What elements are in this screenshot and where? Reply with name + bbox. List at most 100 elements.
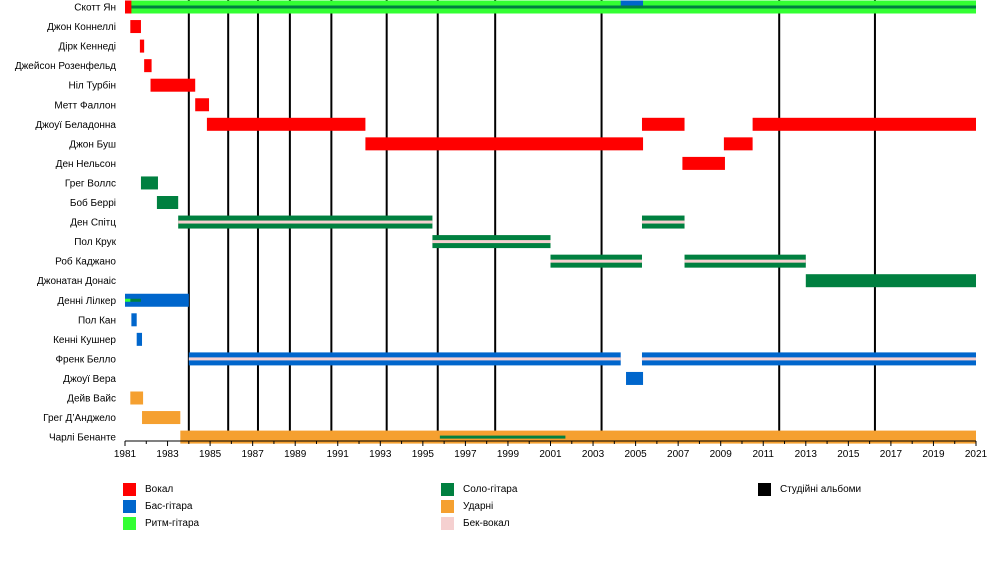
x-axis: 1981 1983 1985 1987 1989 1991 1993 1995 1997 1999… <box>114 440 988 460</box>
member-bar-lead <box>130 298 141 302</box>
legend-item: Бек-вокал <box>441 517 510 530</box>
member-bar-vocals <box>723 137 753 151</box>
legend-label: Вокал <box>145 484 174 495</box>
x-tick-label: 1991 <box>327 449 350 460</box>
member-bar-drums <box>142 411 181 425</box>
member-bar-bass <box>620 0 644 6</box>
member-label: Боб Беррі <box>70 197 116 209</box>
member-bar-drums <box>130 391 144 405</box>
member-labels: Скотт Ян Джон Коннеллі Дірк Кеннеді Джейсон… <box>15 3 117 444</box>
member-bar-backing <box>641 220 685 224</box>
legend-swatch <box>441 517 454 530</box>
member-label: Пол Крук <box>74 237 116 248</box>
member-bar-vocals <box>144 59 152 73</box>
member-bar-vocals <box>641 117 685 131</box>
legend-swatch <box>123 500 136 513</box>
member-label: Ден Спітц <box>70 218 116 229</box>
legend-swatch <box>758 483 771 496</box>
x-tick-label: 2001 <box>539 449 562 460</box>
legend-item: Студійні альбоми <box>758 483 861 496</box>
legend-swatch <box>441 500 454 513</box>
member-label: Скотт Ян <box>74 3 116 14</box>
legend-label: Бек-вокал <box>463 518 510 529</box>
member-bar-stripe <box>125 5 976 9</box>
x-tick-label: 2007 <box>667 449 690 460</box>
member-bar-vocals <box>206 117 366 131</box>
legend-item: Ударні <box>441 500 493 513</box>
legend-label: Бас-гітара <box>145 501 193 512</box>
x-tick-label: 2017 <box>880 449 903 460</box>
legend-item: Вокал <box>123 483 173 496</box>
x-tick-label: 2011 <box>752 449 774 460</box>
member-bar-vocals <box>365 137 644 151</box>
band-timeline-chart: Скотт Ян Джон Коннеллі Дірк Кеннеді Джейсон… <box>15 0 988 460</box>
x-tick-label: 1997 <box>454 449 477 460</box>
member-label: Дейв Вайс <box>67 394 116 405</box>
member-label: Френк Белло <box>55 354 116 365</box>
member-bar-lead <box>156 196 179 209</box>
member-bar-bass <box>131 313 137 327</box>
x-tick-label: 2013 <box>795 449 818 460</box>
legend-swatch <box>441 483 454 496</box>
member-label: Дірк Кеннеді <box>58 42 116 53</box>
x-tick-label: 1999 <box>497 449 520 460</box>
member-bar-rhythm <box>125 298 131 302</box>
member-label: Джон Коннеллі <box>47 22 116 33</box>
member-bar-backing <box>641 357 976 361</box>
member-label: Грег Воллс <box>65 178 116 189</box>
legend-label: Ритм-гітара <box>145 518 200 529</box>
member-bar-backing <box>432 240 551 244</box>
x-tick-label: 2003 <box>582 449 605 460</box>
x-tick-label: 1983 <box>156 449 179 460</box>
legend-label: Соло-гітара <box>463 484 518 495</box>
x-tick-label: 1989 <box>284 449 307 460</box>
x-tick-label: 1993 <box>369 449 392 460</box>
legend-item: Бас-гітара <box>123 500 192 513</box>
member-bar-bass <box>626 371 644 385</box>
member-bar-backing <box>178 220 433 224</box>
member-label: Денні Лілкер <box>57 296 116 307</box>
member-label: Грег Д’Анджело <box>43 413 116 424</box>
x-tick-label: 1995 <box>412 449 435 460</box>
member-bar-lead <box>140 176 158 190</box>
member-bar-lead <box>805 274 976 288</box>
member-label: Джон Буш <box>69 139 116 150</box>
x-tick-label: 1987 <box>242 449 265 460</box>
member-label: Джонатан Донаіс <box>37 276 116 287</box>
legend-label: Ударні <box>463 501 494 512</box>
x-tick-label: 2005 <box>624 449 647 460</box>
member-label: Ден Нельсон <box>56 159 116 170</box>
member-bar-vocals <box>195 98 210 112</box>
member-label: Метт Фаллон <box>54 100 116 111</box>
x-tick-label: 1981 <box>114 449 137 460</box>
legend-label: Студійні альбоми <box>780 484 862 495</box>
member-bar-vocals <box>682 156 725 170</box>
legend-item: Ритм-гітара <box>123 517 199 530</box>
x-tick-label: 2019 <box>922 449 945 460</box>
member-bar-backing <box>188 357 621 361</box>
member-label: Ніл Турбін <box>68 80 116 92</box>
member-bar-backing <box>550 259 642 263</box>
legend-swatch <box>123 483 136 496</box>
member-label: Чарлі Бенанте <box>49 433 116 444</box>
member-bar-lead <box>439 435 566 439</box>
member-bar-vocals <box>130 20 141 34</box>
member-bar-vocals <box>139 39 145 53</box>
member-label: Пол Кан <box>78 315 116 326</box>
x-tick-label: 2021 <box>965 449 988 460</box>
member-bar-vocals <box>150 78 196 92</box>
member-label: Джоуї Беладонна <box>35 120 116 131</box>
legend-item: Соло-гітара <box>441 483 517 496</box>
member-bar-vocals <box>752 117 976 131</box>
member-bar-drums <box>180 430 976 444</box>
member-label: Кенні Кушнер <box>53 335 116 346</box>
member-bars <box>125 0 976 444</box>
legend-swatch <box>123 517 136 530</box>
member-bar-backing <box>684 259 806 263</box>
x-tick-label: 2015 <box>837 449 860 460</box>
member-bar-bass <box>125 293 189 307</box>
member-label: Джейсон Розенфельд <box>15 60 116 72</box>
member-bar-vocals <box>125 0 132 14</box>
member-bar-bass <box>136 332 143 346</box>
member-label: Джоуї Вера <box>63 374 116 385</box>
